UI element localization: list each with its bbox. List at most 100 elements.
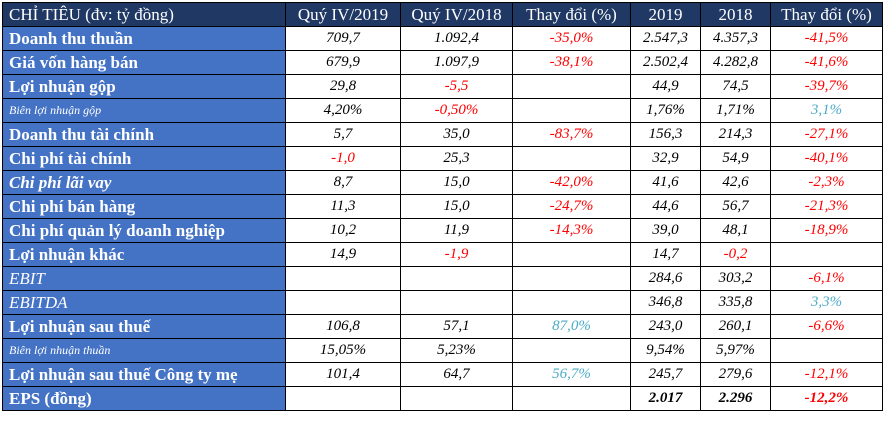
value-q4-2018: -1,9 [400, 242, 513, 267]
header-q4-2018: Quý IV/2018 [400, 2, 513, 27]
value-2018: 54,9 [700, 146, 771, 171]
row-label: Lợi nhuận gộp [2, 74, 286, 99]
row-label: Chi phí bán hàng [2, 194, 286, 219]
value-q4-2018: 15,0 [400, 170, 513, 195]
value-quarter-change [512, 242, 631, 267]
header-year-change: Thay đổi (%) [770, 2, 883, 27]
row-label: Doanh thu thuần [2, 26, 286, 51]
value-2019: 14,7 [630, 242, 701, 267]
value-q4-2019: 4,20% [285, 98, 401, 123]
row-label: Chi phí lãi vay [2, 170, 286, 195]
value-q4-2018 [400, 266, 513, 291]
value-2018: 303,2 [700, 266, 771, 291]
value-2018: 279,6 [700, 362, 771, 387]
value-q4-2019: 101,4 [285, 362, 401, 387]
value-2018: -0,2 [700, 242, 771, 267]
value-quarter-change [512, 146, 631, 171]
value-quarter-change: 56,7% [512, 362, 631, 387]
row-label: EPS (đồng) [2, 386, 286, 411]
value-year-change: -41,6% [770, 50, 883, 75]
row-label: EBITDA [2, 290, 286, 315]
value-2019: 32,9 [630, 146, 701, 171]
value-year-change: -39,7% [770, 74, 883, 99]
value-2018: 5,97% [700, 338, 771, 363]
value-2019: 41,6 [630, 170, 701, 195]
header-quarter-change: Thay đổi (%) [512, 2, 631, 27]
value-q4-2018: 25,3 [400, 146, 513, 171]
value-year-change [770, 338, 883, 363]
value-q4-2018 [400, 290, 513, 315]
table-row: Chi phí lãi vay 8,7 15,0 -42,0% 41,6 42,6 -2,3… [2, 170, 883, 195]
row-label: Lợi nhuận sau thuế Công ty mẹ [2, 362, 286, 387]
value-2019: 1,76% [630, 98, 701, 123]
value-q4-2019 [285, 290, 401, 315]
value-q4-2018: 1.097,9 [400, 50, 513, 75]
value-2018: 42,6 [700, 170, 771, 195]
value-q4-2018: 15,0 [400, 194, 513, 219]
table-row: Giá vốn hàng bán 679,9 1.097,9 -38,1% 2.502,… [2, 50, 883, 75]
value-q4-2018: 5,23% [400, 338, 513, 363]
value-year-change: 3,3% [770, 290, 883, 315]
table-row: Doanh thu tài chính 5,7 35,0 -83,7% 156,3 214… [2, 122, 883, 147]
value-2018: 260,1 [700, 314, 771, 339]
value-quarter-change: 87,0% [512, 314, 631, 339]
value-q4-2019: 8,7 [285, 170, 401, 195]
value-q4-2019: 14,9 [285, 242, 401, 267]
value-q4-2019 [285, 266, 401, 291]
value-2018: 4.357,3 [700, 26, 771, 51]
value-year-change: -21,3% [770, 194, 883, 219]
value-year-change: -41,5% [770, 26, 883, 51]
value-q4-2018: 11,9 [400, 218, 513, 243]
header-2019: 2019 [630, 2, 701, 27]
header-2018: 2018 [700, 2, 771, 27]
table-row: Doanh thu thuần 709,7 1.092,4 -35,0% 2.547,3… [2, 26, 883, 51]
value-2019: 44,9 [630, 74, 701, 99]
value-q4-2018: 1.092,4 [400, 26, 513, 51]
value-quarter-change: -35,0% [512, 26, 631, 51]
table-row: Chi phí tài chính -1,0 25,3 32,9 54,9 -40,1% [2, 146, 883, 171]
value-year-change: -2,3% [770, 170, 883, 195]
header-label: CHỈ TIÊU (đv: tỷ đồng) [2, 2, 286, 27]
value-q4-2018: 35,0 [400, 122, 513, 147]
table-row: Lợi nhuận gộp 29,8 -5,5 44,9 74,5 -39,7% [2, 74, 883, 99]
value-quarter-change: -38,1% [512, 50, 631, 75]
row-label: Giá vốn hàng bán [2, 50, 286, 75]
row-label: Chi phí quản lý doanh nghiệp [2, 218, 286, 243]
table-row: Lợi nhuận sau thuế Công ty mẹ 101,4 64,7 56… [2, 362, 883, 387]
value-q4-2018: 57,1 [400, 314, 513, 339]
row-label: Doanh thu tài chính [2, 122, 286, 147]
value-2019: 44,6 [630, 194, 701, 219]
value-2018: 1,71% [700, 98, 771, 123]
value-q4-2019: 29,8 [285, 74, 401, 99]
value-year-change: -40,1% [770, 146, 883, 171]
row-label: Biên lợi nhuận gộp [2, 98, 286, 123]
value-q4-2018 [400, 386, 513, 411]
value-2019: 2.017 [630, 386, 701, 411]
value-year-change: -6,1% [770, 266, 883, 291]
header-q4-2019: Quý IV/2019 [285, 2, 401, 27]
value-2019: 243,0 [630, 314, 701, 339]
value-2019: 156,3 [630, 122, 701, 147]
header-row: CHỈ TIÊU (đv: tỷ đồng) Quý IV/2019 Quý I… [2, 2, 883, 27]
value-2018: 74,5 [700, 74, 771, 99]
value-year-change: -6,6% [770, 314, 883, 339]
value-2018: 214,3 [700, 122, 771, 147]
value-2018: 4.282,8 [700, 50, 771, 75]
value-quarter-change [512, 266, 631, 291]
table-row: EBIT 284,6 303,2 -6,1% [2, 266, 883, 291]
value-quarter-change [512, 338, 631, 363]
table-row: EPS (đồng) 2.017 2.296 -12,2% [2, 386, 883, 411]
value-q4-2018: -5,5 [400, 74, 513, 99]
value-2019: 284,6 [630, 266, 701, 291]
table-row: Chi phí quản lý doanh nghiệp 10,2 11,9 -14,… [2, 218, 883, 243]
value-q4-2018: -0,50% [400, 98, 513, 123]
value-2018: 335,8 [700, 290, 771, 315]
value-q4-2018: 64,7 [400, 362, 513, 387]
value-year-change [770, 242, 883, 267]
value-q4-2019: -1,0 [285, 146, 401, 171]
value-2018: 48,1 [700, 218, 771, 243]
value-2018: 2.296 [700, 386, 771, 411]
financial-table: CHỈ TIÊU (đv: tỷ đồng) Quý IV/2019 Quý I… [2, 2, 883, 411]
value-2019: 2.502,4 [630, 50, 701, 75]
value-2019: 2.547,3 [630, 26, 701, 51]
